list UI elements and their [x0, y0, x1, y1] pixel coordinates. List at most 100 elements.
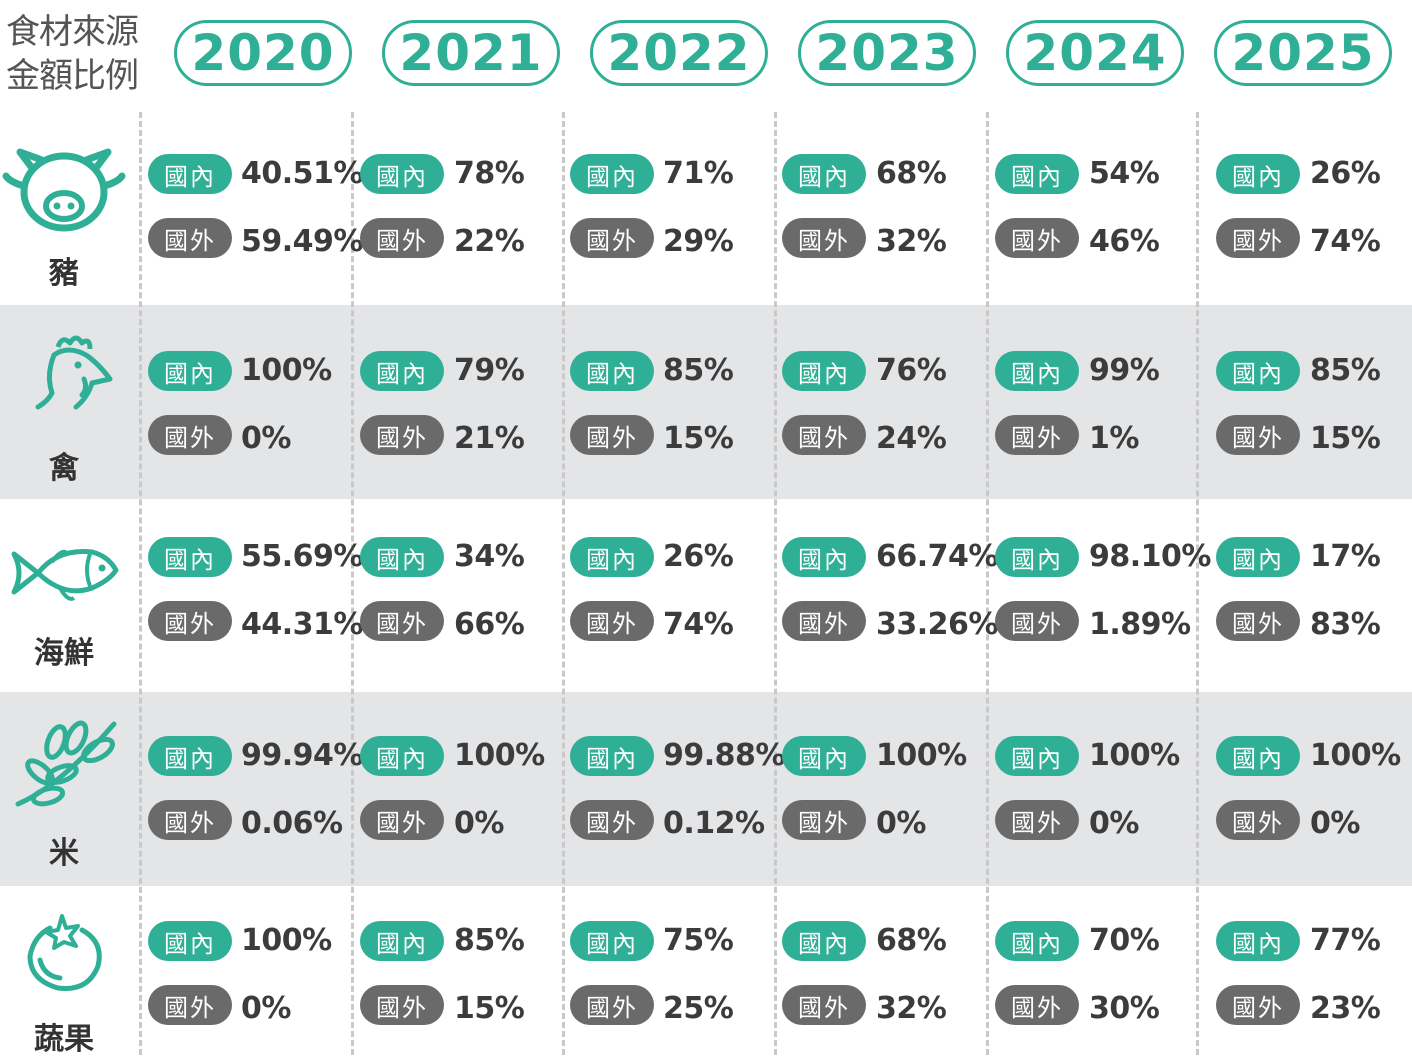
foreign-value: 83%	[1310, 607, 1381, 642]
foreign-value: 15%	[454, 991, 525, 1026]
foreign-badge: 國外	[148, 415, 232, 455]
chicken-icon	[28, 333, 118, 417]
domestic-value: 26%	[1310, 156, 1381, 191]
year-header: 2022	[590, 20, 768, 86]
domestic-value: 70%	[1089, 923, 1160, 958]
domestic-value: 66.74%	[876, 539, 998, 574]
foreign-value: 25%	[663, 991, 734, 1026]
table-row	[0, 112, 1412, 305]
foreign-value: 0.12%	[663, 806, 765, 841]
column-divider	[139, 112, 142, 1055]
foreign-badge: 國外	[1216, 601, 1300, 641]
row-label: 海鮮	[34, 636, 94, 671]
foreign-badge: 國外	[995, 800, 1079, 840]
domestic-badge: 國內	[570, 154, 654, 194]
domestic-value: 34%	[454, 539, 525, 574]
foreign-value: 66%	[454, 607, 525, 642]
domestic-badge: 國內	[1216, 537, 1300, 577]
foreign-badge: 國外	[995, 985, 1079, 1025]
foreign-badge: 國外	[570, 415, 654, 455]
domestic-value: 100%	[241, 923, 332, 958]
foreign-badge: 國外	[360, 218, 444, 258]
domestic-badge: 國內	[148, 537, 232, 577]
domestic-badge: 國內	[570, 921, 654, 961]
domestic-value: 26%	[663, 539, 734, 574]
foreign-value: 0%	[241, 421, 291, 456]
foreign-value: 0%	[1089, 806, 1139, 841]
domestic-value: 54%	[1089, 156, 1160, 191]
rice-icon	[10, 716, 122, 816]
domestic-badge: 國內	[782, 351, 866, 391]
column-divider	[986, 112, 989, 1055]
domestic-value: 79%	[454, 353, 525, 388]
domestic-value: 85%	[1310, 353, 1381, 388]
foreign-badge: 國外	[148, 601, 232, 641]
row-label: 蔬果	[34, 1022, 94, 1057]
foreign-badge: 國外	[570, 601, 654, 641]
column-divider	[774, 112, 777, 1055]
domestic-value: 99.88%	[663, 738, 785, 773]
column-divider	[562, 112, 565, 1055]
domestic-badge: 國內	[995, 537, 1079, 577]
foreign-badge: 國外	[995, 415, 1079, 455]
year-header: 2025	[1214, 20, 1392, 86]
foreign-badge: 國外	[148, 218, 232, 258]
domestic-badge: 國內	[148, 154, 232, 194]
domestic-badge: 國內	[148, 736, 232, 776]
column-divider	[351, 112, 354, 1055]
domestic-badge: 國內	[1216, 736, 1300, 776]
domestic-badge: 國內	[360, 154, 444, 194]
foreign-badge: 國外	[995, 601, 1079, 641]
domestic-badge: 國內	[360, 736, 444, 776]
domestic-badge: 國內	[570, 736, 654, 776]
fish-icon	[8, 540, 120, 610]
domestic-badge: 國內	[1216, 921, 1300, 961]
foreign-badge: 國外	[782, 218, 866, 258]
domestic-value: 75%	[663, 923, 734, 958]
foreign-value: 0%	[1310, 806, 1360, 841]
domestic-value: 78%	[454, 156, 525, 191]
tomato-icon	[22, 914, 106, 998]
foreign-value: 29%	[663, 224, 734, 259]
foreign-value: 23%	[1310, 991, 1381, 1026]
domestic-value: 17%	[1310, 539, 1381, 574]
domestic-badge: 國內	[782, 537, 866, 577]
foreign-badge: 國外	[1216, 415, 1300, 455]
foreign-value: 30%	[1089, 991, 1160, 1026]
foreign-value: 74%	[1310, 224, 1381, 259]
table-row	[0, 499, 1412, 692]
domestic-value: 55.69%	[241, 539, 363, 574]
domestic-badge: 國內	[360, 921, 444, 961]
domestic-value: 85%	[663, 353, 734, 388]
domestic-value: 100%	[1310, 738, 1401, 773]
foreign-value: 15%	[1310, 421, 1381, 456]
domestic-badge: 國內	[1216, 154, 1300, 194]
domestic-value: 40.51%	[241, 156, 363, 191]
foreign-value: 0%	[454, 806, 504, 841]
row-label: 豬	[49, 256, 79, 291]
year-header: 2024	[1006, 20, 1184, 86]
domestic-value: 85%	[454, 923, 525, 958]
foreign-badge: 國外	[570, 985, 654, 1025]
domestic-value: 98.10%	[1089, 539, 1211, 574]
foreign-badge: 國外	[570, 218, 654, 258]
domestic-value: 100%	[241, 353, 332, 388]
foreign-value: 32%	[876, 224, 947, 259]
foreign-badge: 國外	[782, 800, 866, 840]
domestic-badge: 國內	[148, 351, 232, 391]
domestic-badge: 國內	[995, 351, 1079, 391]
year-header: 2020	[174, 20, 352, 86]
column-divider	[1196, 112, 1199, 1055]
domestic-value: 71%	[663, 156, 734, 191]
foreign-value: 46%	[1089, 224, 1160, 259]
foreign-badge: 國外	[995, 218, 1079, 258]
domestic-value: 100%	[1089, 738, 1180, 773]
foreign-badge: 國外	[782, 415, 866, 455]
foreign-badge: 國外	[148, 800, 232, 840]
foreign-badge: 國外	[1216, 800, 1300, 840]
foreign-badge: 國外	[1216, 218, 1300, 258]
domestic-value: 99%	[1089, 353, 1160, 388]
table-row	[0, 886, 1412, 1055]
row-label: 禽	[49, 451, 79, 486]
